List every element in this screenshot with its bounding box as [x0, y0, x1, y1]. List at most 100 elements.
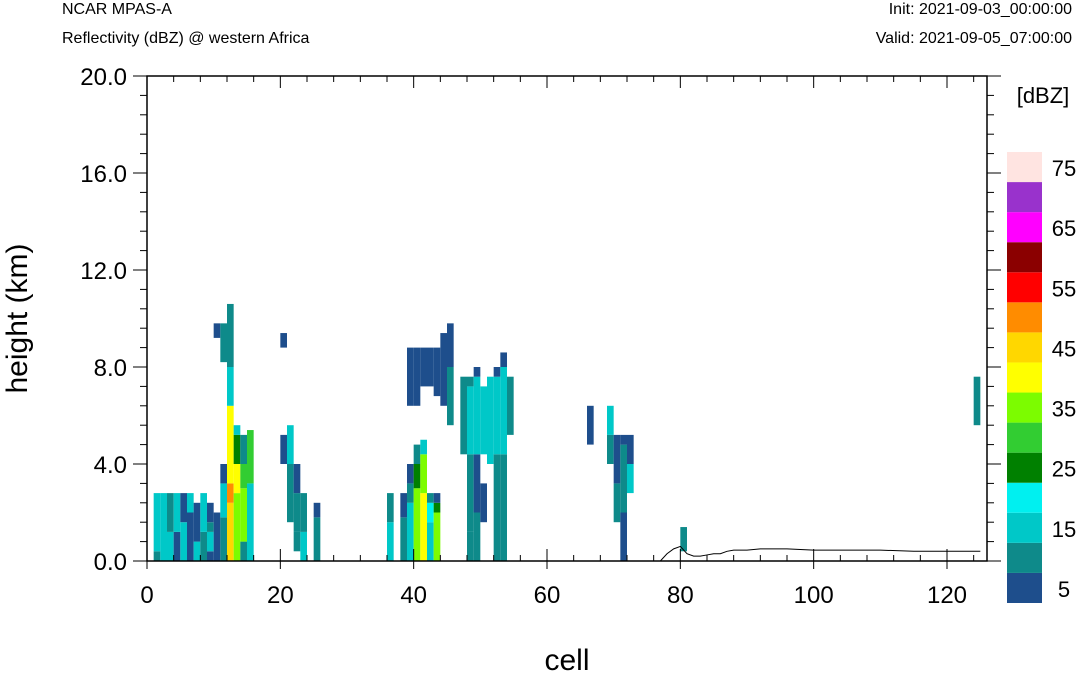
- reflectivity-cell: [293, 464, 301, 494]
- reflectivity-cell: [607, 405, 614, 435]
- reflectivity-cell: [280, 434, 287, 464]
- reflectivity-cell: [313, 502, 321, 518]
- reflectivity-cell: [387, 522, 394, 561]
- reflectivity-cell: [227, 367, 234, 406]
- colorbar: [1007, 152, 1042, 603]
- reflectivity-cell: [213, 323, 221, 338]
- reflectivity-cell: [480, 483, 487, 523]
- reflectivity-cell: [300, 531, 307, 561]
- terrain-line: [659, 545, 981, 562]
- reflectivity-cell: [187, 493, 194, 513]
- reflectivity-cell: [500, 454, 507, 561]
- colorbar-label: 75: [1052, 156, 1076, 181]
- y-tick-labels: 0.0 4.0 8.0 12.0 16.0 20.0: [80, 64, 127, 576]
- reflectivity-cell: [227, 483, 234, 503]
- reflectivity-cell: [467, 454, 474, 532]
- reflectivity-cell: [493, 367, 501, 377]
- reflectivity-cell: [240, 488, 247, 542]
- reflectivity-cell: [193, 502, 201, 542]
- reflectivity-cell: [493, 454, 501, 561]
- reflectivity-cell: [167, 493, 174, 532]
- reflectivity-cell: [467, 386, 474, 455]
- y-tick-label: 12.0: [80, 258, 127, 285]
- colorbar-swatch: [1007, 242, 1042, 273]
- reflectivity-cell: [413, 488, 421, 561]
- y-tick-label: 4.0: [94, 452, 127, 479]
- axis-ticks: [133, 75, 1001, 569]
- reflectivity-cell: [433, 502, 441, 513]
- colorbar-swatch: [1007, 182, 1042, 213]
- colorbar-label: 45: [1052, 336, 1076, 361]
- x-tick-label: 0: [140, 582, 153, 609]
- reflectivity-cell: [407, 483, 414, 503]
- reflectivity-cell: [247, 430, 254, 484]
- reflectivity-cell: [473, 367, 481, 377]
- reflectivity-cell: [173, 493, 181, 532]
- reflectivity-cell: [280, 333, 287, 348]
- colorbar-swatch: [1007, 482, 1042, 513]
- reflectivity-cell: [427, 493, 434, 503]
- y-tick-label: 0.0: [94, 549, 127, 576]
- reflectivity-cell: [400, 493, 407, 518]
- reflectivity-cell: [207, 502, 214, 523]
- reflectivity-cell: [440, 333, 447, 367]
- reflectivity-cell: [473, 454, 481, 513]
- reflectivity-cell: [473, 512, 481, 561]
- reflectivity-cell: [387, 493, 394, 523]
- reflectivity-cell: [467, 376, 474, 387]
- reflectivity-cell: [500, 352, 507, 367]
- variable-title: Reflectivity (dBZ) @ western Africa: [62, 30, 310, 47]
- reflectivity-cell: [607, 434, 614, 464]
- colorbar-swatch: [1007, 212, 1042, 243]
- reflectivity-cell: [473, 376, 481, 455]
- model-name: NCAR MPAS-A: [62, 1, 172, 18]
- reflectivity-cell: [427, 347, 434, 387]
- x-tick-label: 20: [267, 582, 294, 609]
- reflectivity-cell: [240, 541, 247, 561]
- reflectivity-cell: [220, 517, 227, 561]
- reflectivity-cell: [293, 531, 301, 552]
- reflectivity-cell: [167, 531, 174, 561]
- colorbar-label: 55: [1052, 276, 1076, 301]
- x-tick-label: 80: [667, 582, 694, 609]
- reflectivity-cell: [433, 512, 441, 561]
- y-tick-label: 20.0: [80, 64, 127, 91]
- colorbar-swatch: [1007, 152, 1042, 183]
- plot-frame: [146, 75, 988, 562]
- reflectivity-cell: [447, 367, 454, 426]
- reflectivity-cell: [487, 376, 494, 464]
- reflectivity-cell: [293, 493, 301, 532]
- reflectivity-cell: [287, 464, 294, 523]
- colorbar-labels: 5 15 25 35 45 55 65 75: [1052, 156, 1076, 602]
- reflectivity-cell: [220, 464, 227, 484]
- colorbar-title: [dBZ]: [1017, 83, 1070, 108]
- reflectivity-cell: [200, 493, 207, 532]
- reflectivity-cell: [613, 483, 621, 523]
- reflectivity-cell: [460, 376, 467, 455]
- reflectivity-cell: [480, 386, 487, 455]
- colorbar-swatch: [1007, 512, 1042, 543]
- reflectivity-cell: [227, 405, 234, 484]
- reflectivity-cell: [227, 502, 234, 561]
- reflectivity-cell: [433, 347, 441, 397]
- reflectivity-cell: [627, 464, 634, 494]
- reflectivity-cell: [507, 376, 514, 435]
- reflectivity-cell: [973, 376, 981, 426]
- reflectivity-cells: [153, 303, 981, 561]
- reflectivity-cell: [193, 541, 201, 561]
- colorbar-swatch: [1007, 422, 1042, 453]
- reflectivity-cell: [233, 464, 241, 494]
- reflectivity-cell: [447, 323, 454, 367]
- reflectivity-cell: [233, 425, 241, 435]
- valid-time: Valid: 2021-09-05_07:00:00: [875, 30, 1072, 47]
- reflectivity-cell: [207, 551, 214, 561]
- reflectivity-cell: [613, 434, 621, 484]
- reflectivity-cell: [153, 551, 161, 561]
- x-tick-label: 40: [400, 582, 427, 609]
- reflectivity-cell: [627, 434, 634, 464]
- x-axis-label: cell: [544, 644, 589, 677]
- colorbar-swatch: [1007, 272, 1042, 303]
- reflectivity-cell: [227, 303, 234, 367]
- reflectivity-cell: [587, 405, 594, 445]
